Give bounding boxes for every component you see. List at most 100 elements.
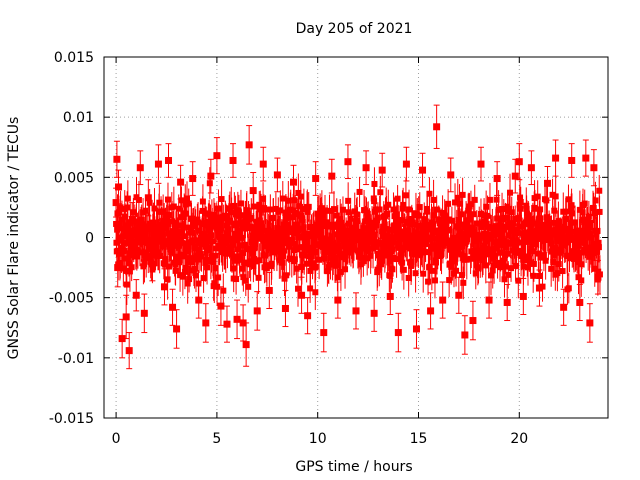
noise-marker bbox=[591, 244, 598, 251]
noise-marker bbox=[381, 224, 388, 231]
noise-marker bbox=[479, 220, 486, 227]
noise-marker bbox=[219, 234, 226, 241]
noise-marker bbox=[145, 244, 152, 251]
noise-marker bbox=[405, 227, 412, 234]
noise-marker bbox=[548, 265, 555, 272]
noise-marker bbox=[458, 211, 465, 218]
noise-marker bbox=[472, 270, 479, 277]
noise-marker bbox=[293, 265, 300, 272]
data-point bbox=[249, 187, 257, 195]
data-point bbox=[378, 166, 386, 174]
noise-marker bbox=[495, 206, 502, 213]
data-point bbox=[202, 319, 210, 327]
data-point bbox=[515, 158, 523, 166]
noise-marker bbox=[326, 207, 333, 214]
data-point bbox=[114, 264, 122, 272]
noise-marker bbox=[393, 256, 400, 263]
noise-marker bbox=[563, 215, 570, 222]
noise-marker bbox=[496, 264, 503, 271]
noise-marker bbox=[322, 249, 329, 256]
noise-marker bbox=[517, 198, 524, 205]
noise-marker bbox=[155, 249, 162, 256]
data-point bbox=[586, 319, 594, 327]
noise-marker bbox=[457, 221, 464, 228]
noise-marker bbox=[276, 243, 283, 250]
noise-marker bbox=[337, 216, 344, 223]
noise-marker bbox=[228, 209, 235, 216]
noise-marker bbox=[481, 212, 488, 219]
noise-marker bbox=[204, 247, 211, 254]
noise-marker bbox=[334, 221, 341, 228]
noise-marker bbox=[210, 259, 217, 266]
y-tick-label: -0.015 bbox=[49, 411, 94, 427]
data-point bbox=[118, 335, 126, 343]
noise-marker bbox=[141, 259, 148, 266]
noise-marker bbox=[323, 222, 330, 229]
noise-marker bbox=[586, 230, 593, 237]
noise-marker bbox=[121, 247, 128, 254]
noise-marker bbox=[215, 274, 222, 281]
noise-marker bbox=[459, 236, 466, 243]
data-point bbox=[128, 215, 136, 223]
noise-marker bbox=[510, 226, 517, 233]
noise-marker bbox=[371, 198, 378, 205]
noise-marker bbox=[372, 243, 379, 250]
noise-marker bbox=[243, 207, 250, 214]
noise-marker bbox=[311, 237, 318, 244]
noise-marker bbox=[421, 216, 428, 223]
noise-marker bbox=[184, 280, 191, 287]
data-point bbox=[427, 307, 435, 315]
noise-marker bbox=[526, 255, 533, 262]
noise-marker bbox=[399, 205, 406, 212]
noise-marker bbox=[372, 206, 379, 213]
noise-marker bbox=[470, 211, 477, 218]
noise-marker bbox=[166, 263, 173, 270]
data-point bbox=[568, 156, 576, 164]
noise-marker bbox=[385, 201, 392, 208]
data-point bbox=[125, 347, 133, 355]
noise-marker bbox=[581, 200, 588, 207]
noise-marker bbox=[373, 222, 380, 229]
noise-marker bbox=[557, 247, 564, 254]
noise-marker bbox=[408, 258, 415, 265]
noise-marker bbox=[500, 226, 507, 233]
data-point bbox=[344, 158, 352, 166]
noise-marker bbox=[327, 261, 334, 268]
data-point bbox=[352, 307, 360, 315]
data-point bbox=[213, 152, 221, 160]
noise-marker bbox=[452, 240, 459, 247]
noise-marker bbox=[182, 201, 189, 208]
noise-marker bbox=[493, 196, 500, 203]
noise-marker bbox=[330, 206, 337, 213]
noise-marker bbox=[242, 277, 249, 284]
noise-marker bbox=[535, 250, 542, 257]
noise-marker bbox=[521, 256, 528, 263]
data-point bbox=[233, 315, 241, 323]
noise-marker bbox=[239, 265, 246, 272]
noise-marker bbox=[164, 276, 171, 283]
noise-marker bbox=[594, 248, 601, 255]
noise-marker bbox=[431, 277, 438, 284]
noise-marker bbox=[376, 206, 383, 213]
noise-marker bbox=[172, 267, 179, 274]
noise-marker bbox=[281, 240, 288, 247]
noise-marker bbox=[279, 195, 286, 202]
noise-marker bbox=[136, 249, 143, 256]
noise-marker bbox=[356, 188, 363, 195]
data-point bbox=[265, 286, 273, 294]
data-point bbox=[576, 298, 584, 306]
data-point bbox=[140, 309, 148, 317]
noise-marker bbox=[324, 219, 331, 226]
noise-marker bbox=[291, 197, 298, 204]
noise-marker bbox=[123, 267, 130, 274]
noise-marker bbox=[288, 236, 295, 243]
noise-marker bbox=[256, 201, 263, 208]
x-tick-label: 20 bbox=[510, 431, 528, 447]
noise-marker bbox=[249, 250, 256, 257]
noise-marker bbox=[252, 258, 259, 265]
noise-marker bbox=[201, 236, 208, 243]
noise-marker bbox=[467, 216, 474, 223]
noise-marker bbox=[386, 226, 393, 233]
noise-marker bbox=[156, 199, 163, 206]
noise-marker bbox=[462, 238, 469, 245]
